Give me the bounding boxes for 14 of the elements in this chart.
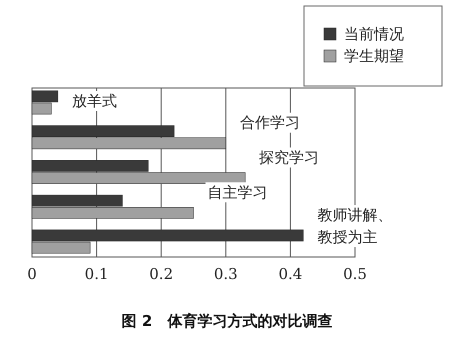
- y-tick-label: 合作学习: [240, 114, 300, 132]
- x-tick-label: 0: [27, 265, 37, 283]
- x-tick-label: 0.1: [84, 265, 109, 283]
- y-tick-label: 自主学习: [208, 183, 268, 202]
- y-tick-label: 放羊式: [72, 92, 117, 110]
- x-tick-label: 0.3: [214, 265, 238, 283]
- x-tick-label: 0.2: [149, 265, 174, 283]
- y-tick-label: 探究学习: [259, 148, 320, 166]
- y-tick-label: 教师讲解、教授为主: [317, 206, 392, 246]
- x-tick-label: 0.5: [343, 265, 367, 283]
- legend-label: 学生期望: [344, 47, 404, 65]
- x-tick-label: 0.4: [278, 265, 302, 283]
- legend-label: 当前情况: [344, 25, 404, 43]
- text: 图 2 体育学习方式的对比调查: [122, 312, 332, 330]
